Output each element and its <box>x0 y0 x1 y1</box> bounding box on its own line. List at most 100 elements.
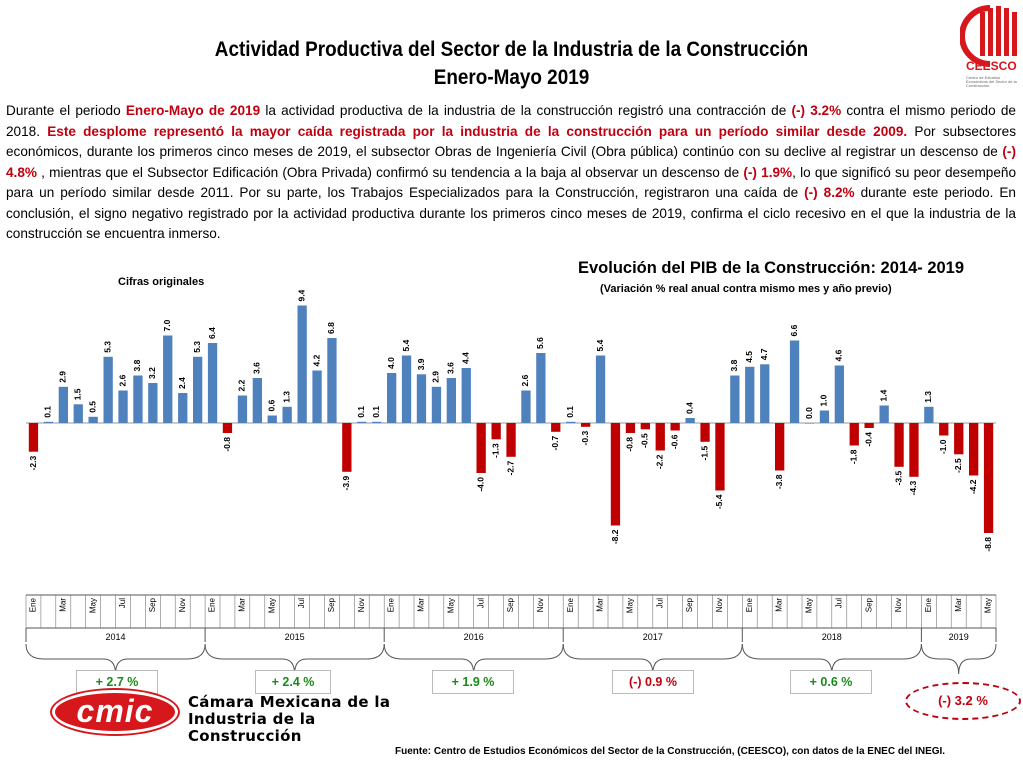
bar <box>207 343 218 423</box>
cmic-logo-icon: cmic <box>52 690 178 734</box>
month-tick-label: Jul <box>834 598 843 608</box>
bar <box>834 365 844 423</box>
data-label: 3.9 <box>416 358 426 370</box>
bar <box>760 364 770 424</box>
bar <box>103 356 113 424</box>
page-title: Actividad Productiva del Sector de la In… <box>214 38 809 61</box>
data-label: 5.6 <box>535 337 545 349</box>
data-label: 0.5 <box>87 401 97 413</box>
ceesco-logo: CEESCO Centro de Estudios Económicos del… <box>959 4 1020 88</box>
month-tick-label: Jul <box>476 598 485 608</box>
bar <box>178 393 188 423</box>
ceesco-logo-icon: CEESCO <box>959 5 1017 73</box>
bar <box>342 423 352 472</box>
bar <box>804 423 815 424</box>
bar <box>357 421 367 424</box>
data-label: 4.5 <box>744 351 754 363</box>
highlight-text: (-) 8.2% <box>804 185 855 200</box>
month-tick-label: Sep <box>685 597 694 612</box>
data-label: -1.8 <box>848 449 858 464</box>
month-tick-label: Sep <box>864 597 873 612</box>
data-label: 2.9 <box>58 371 68 383</box>
bar <box>789 340 800 423</box>
bar <box>431 386 442 424</box>
body-text: contra el mismo periodo de 2018. <box>6 103 1016 139</box>
bar <box>521 390 531 423</box>
bar <box>416 374 427 424</box>
month-tick-label: Ene <box>745 597 754 612</box>
data-label: 2.4 <box>177 377 187 389</box>
bar <box>551 423 561 432</box>
bar-chart: -2.3 0.1 2.9 1.5 0.5 5.3 2.6 3.8 3.2 7.0 2.4 5.3 6.4… <box>25 290 997 675</box>
data-label: -0.5 <box>640 433 650 448</box>
month-tick-label: Jul <box>118 598 127 608</box>
bar <box>581 423 591 427</box>
year-tick-label: 2018 <box>822 632 842 642</box>
bar <box>193 356 203 424</box>
highlight-text: (-) 3.2% <box>791 103 842 118</box>
data-label: 4.0 <box>386 357 396 369</box>
data-label: 1.5 <box>72 388 82 400</box>
bar <box>133 375 143 423</box>
bar <box>610 423 621 526</box>
data-label: 9.4 <box>296 290 306 302</box>
bar <box>670 423 680 431</box>
body-text: , lo que significó su peor desempeño par… <box>6 164 1017 201</box>
data-label: 0.1 <box>43 406 53 418</box>
highlight-text: Este desplome representó la mayor caída … <box>47 123 908 139</box>
bar <box>372 421 382 424</box>
data-label: 5.3 <box>192 341 202 353</box>
data-label: -3.5 <box>893 471 903 486</box>
month-tick-label: Nov <box>715 598 724 612</box>
chart-subtitle: (Variación % real anual contra mismo mes… <box>600 283 892 295</box>
month-tick-label: Nov <box>536 598 545 612</box>
bar <box>267 415 277 423</box>
bar <box>700 423 710 442</box>
data-label: -5.4 <box>714 494 724 509</box>
month-tick-label: Ene <box>29 597 38 612</box>
bar <box>909 423 919 477</box>
data-label: 2.9 <box>431 371 441 383</box>
bar <box>819 410 830 423</box>
page-subtitle: Enero-Mayo 2019 <box>433 66 590 89</box>
bar <box>148 383 158 423</box>
year-brace <box>920 643 997 675</box>
highlight-text: Enero-Mayo de 2019 <box>125 103 261 118</box>
year-average-box: + 1.9 % <box>432 670 514 694</box>
bar <box>252 378 262 423</box>
bar <box>879 405 889 423</box>
data-label: 3.2 <box>147 367 157 379</box>
cmic-name-line1: Cámara Mexicana de la <box>188 693 391 711</box>
chart-note: Cifras originales <box>118 276 205 288</box>
month-tick-label: May <box>267 598 276 613</box>
data-label: 0.0 <box>804 407 814 419</box>
data-label: -4.2 <box>968 479 978 494</box>
bar <box>924 406 934 424</box>
data-label: 0.6 <box>266 399 276 411</box>
year-average-2019-highlight: (-) 3.2 % <box>905 682 1021 720</box>
bar <box>222 423 233 433</box>
year-tick-label: 2019 <box>949 632 969 642</box>
data-label: -2.5 <box>953 458 963 473</box>
cmic-logo: cmic Cámara Mexicana de la Industria de … <box>52 690 392 745</box>
data-label: 1.3 <box>923 391 933 403</box>
month-tick-label: Mar <box>775 598 784 612</box>
ceesco-logo-subtext: Centro de Estudios Económicos del Sector… <box>966 75 1017 88</box>
bar <box>939 423 949 436</box>
year-average-box: (-) 0.9 % <box>612 670 694 694</box>
data-label: -1.0 <box>938 439 948 454</box>
data-label: 3.8 <box>729 359 739 371</box>
bar <box>461 368 471 423</box>
month-tick-label: May <box>626 598 635 613</box>
month-tick-label: Ene <box>924 597 933 612</box>
bar <box>118 390 128 423</box>
body-text: , mientras que el Subsector Edificación … <box>36 164 744 180</box>
cmic-name-line2: Industria de la Construcción <box>188 710 316 745</box>
data-label: -8.2 <box>610 529 620 544</box>
month-tick-label: Ene <box>566 597 575 612</box>
bar <box>73 404 83 424</box>
bar <box>43 421 54 424</box>
data-label: -8.8 <box>983 537 993 552</box>
bar <box>58 386 68 424</box>
data-label: -3.8 <box>774 474 784 489</box>
